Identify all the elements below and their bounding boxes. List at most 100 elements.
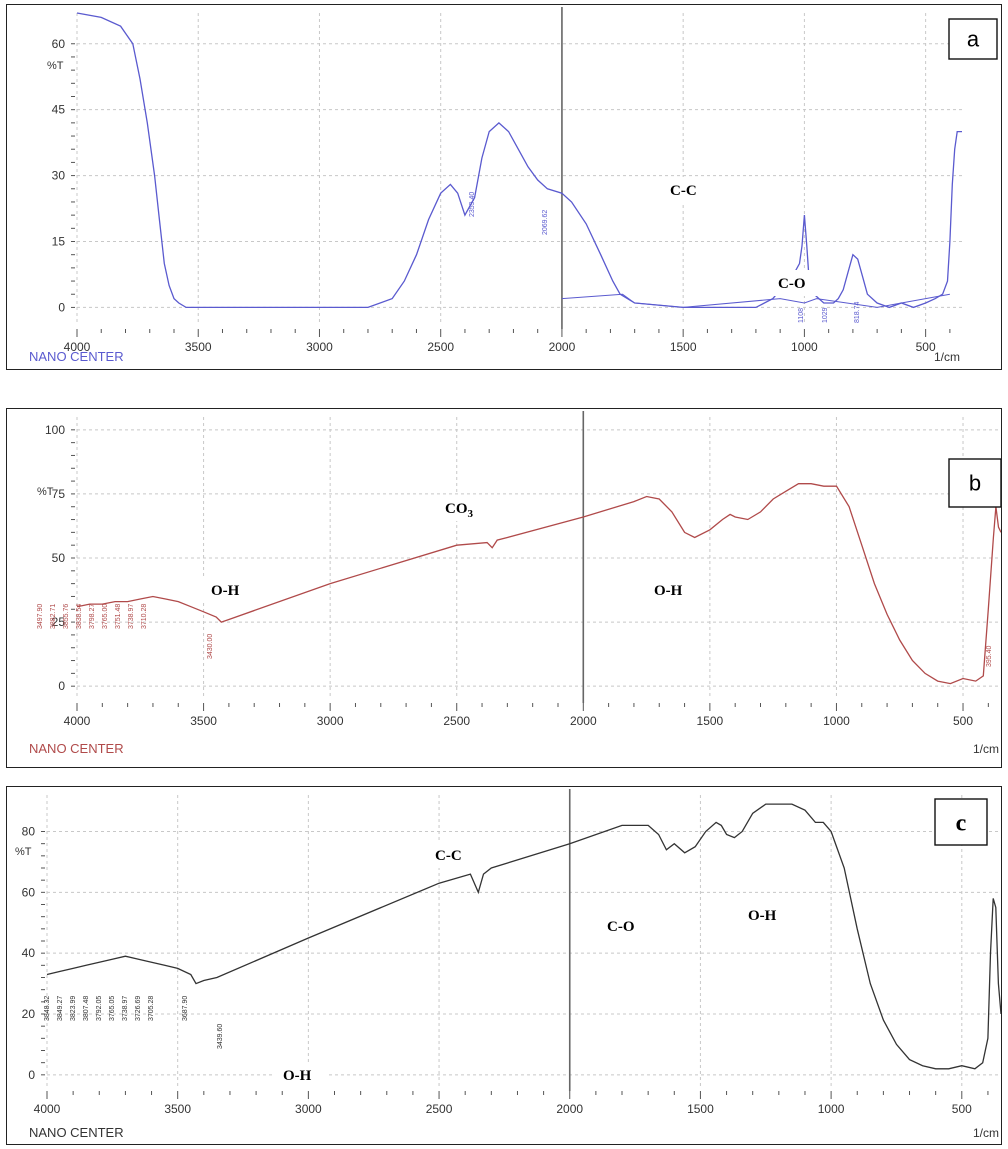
spectrum-line [46, 803, 1001, 1070]
footer-right-label: 1/cm [934, 350, 960, 364]
y-tick-label: 60 [52, 37, 66, 51]
y-tick-label: 40 [22, 946, 36, 960]
tick-labels: 4000 3500 3000 2500 2000 1500 1000 500 0 20 40 60 80 [22, 825, 972, 1117]
peak-label: 3687.90 [182, 996, 189, 1021]
gridlines [76, 417, 1001, 699]
x-tick-label: 4000 [64, 714, 91, 728]
y-tick-label: 20 [22, 1007, 36, 1021]
x-tick-label: 3000 [295, 1102, 322, 1116]
y-axis-label: %T [15, 846, 32, 858]
annotation-bg [599, 913, 650, 939]
panel-letter-box [948, 18, 998, 60]
secondary-trace [561, 293, 950, 308]
peak-label: 3726.69 [135, 996, 142, 1021]
ftir-panel-a: 4000 3500 3000 2500 2000 1500 1000 500 0 15 30 45 60… [6, 4, 1002, 370]
ftir-chart-b: 4000 3500 3000 2500 2000 1500 1000 500 0 25 50 75 10… [29, 411, 1001, 756]
y-tick-label: 15 [52, 235, 66, 249]
annotation-label: C-C [435, 848, 462, 864]
y-tick-label: 100 [45, 423, 65, 437]
peak-label: 3848.32 [44, 996, 51, 1021]
ftir-chart-c: 4000 3500 3000 2500 2000 1500 1000 500 0 20 40 60 80… [15, 789, 1001, 1140]
peak-label: 3765.00 [102, 604, 109, 629]
x-tick-label: 3500 [190, 714, 217, 728]
peak-label: 395.40 [986, 645, 993, 667]
peak-label: 1029 [822, 307, 829, 323]
peak-label: 3738.97 [122, 996, 129, 1021]
peak-label: 3439.60 [217, 1024, 224, 1049]
peak-labels: 2359.40 2069.62 1108 1029 818.74 [469, 192, 861, 323]
annotation-label: O-H [748, 908, 777, 924]
minor-ticks [41, 831, 989, 1099]
panel-letter: a [967, 27, 980, 52]
peak-label: 3738.97 [128, 604, 135, 629]
y-axis-label: %T [47, 60, 64, 72]
annotation-bg [740, 902, 791, 928]
x-tick-label: 3000 [317, 714, 344, 728]
annotation-label: O-H [654, 583, 683, 599]
spectrum-line [76, 12, 962, 309]
peak-label: 818.74 [854, 301, 861, 323]
annotation-label: C-O [778, 276, 806, 292]
annotation-label: O-H [211, 583, 240, 599]
gridlines [76, 13, 962, 325]
y-tick-label: 80 [22, 825, 36, 839]
x-tick-label: 2000 [549, 340, 576, 354]
x-tick-label: 2500 [427, 340, 454, 354]
x-tick-label: 4000 [34, 1102, 61, 1116]
y-tick-label: 30 [52, 169, 66, 183]
footer-left-label: NANO CENTER [29, 1125, 124, 1140]
y-tick-label: 0 [58, 300, 65, 314]
peak-label: 3838.54 [76, 604, 83, 629]
x-tick-label: 1000 [823, 714, 850, 728]
peak-labels: 3848.32 3849.27 3823.99 3807.48 3792.05 3765.… [44, 996, 224, 1049]
annotation-bg [770, 270, 821, 296]
footer-right-label: 1/cm [973, 742, 999, 756]
peak-label: 1108 [798, 308, 805, 323]
x-tick-label: 1000 [791, 340, 818, 354]
annotation-bg [662, 177, 713, 203]
panel-letter: b [969, 471, 981, 496]
annotation-main: CO [445, 501, 468, 517]
ftir-panel-c: 4000 3500 3000 2500 2000 1500 1000 500 0 20 40 60 80… [6, 786, 1002, 1145]
annotation-bg [275, 1062, 326, 1088]
x-tick-label: 2000 [556, 1102, 583, 1116]
peak-label: 3497.90 [37, 604, 44, 629]
minor-ticks [71, 43, 951, 337]
y-tick-label: 0 [58, 679, 65, 693]
peak-label: 3882.71 [50, 604, 57, 629]
x-tick-label: 500 [952, 1102, 972, 1116]
x-tick-label: 2500 [443, 714, 470, 728]
peak-label: 2069.62 [542, 210, 549, 235]
peak-label: 3751.48 [115, 604, 122, 629]
peak-label: 3849.27 [57, 996, 64, 1021]
peak-label: 3855.76 [63, 604, 70, 629]
x-tick-label: 500 [916, 340, 936, 354]
x-tick-label: 3500 [164, 1102, 191, 1116]
y-tick-label: 75 [52, 487, 66, 501]
panel-letter: c [956, 810, 967, 836]
peak-label: 3430.00 [207, 634, 214, 659]
annotation-bg [646, 577, 697, 603]
annotation-bg [427, 842, 478, 868]
x-tick-label: 1000 [818, 1102, 845, 1116]
annotation-bg [203, 577, 254, 603]
y-tick-label: 45 [52, 103, 66, 117]
annotation-label: C-O [607, 919, 635, 935]
peak-label: 3765.05 [109, 996, 116, 1021]
y-tick-label: 25 [52, 615, 66, 629]
footer-right-label: 1/cm [973, 1126, 999, 1140]
y-tick-label: 0 [28, 1068, 35, 1082]
x-tick-label: 1500 [697, 714, 724, 728]
ftir-panel-b: 4000 3500 3000 2500 2000 1500 1000 500 0 25 50 75 10… [6, 408, 1002, 768]
annotation-label: C-C [670, 183, 697, 199]
spectrum-line [76, 483, 1001, 685]
annotation-subscript: 3 [468, 508, 474, 520]
x-tick-label: 2500 [426, 1102, 453, 1116]
y-axis-label: %T [37, 486, 54, 498]
annotation-bg [437, 495, 488, 521]
x-tick-label: 2000 [570, 714, 597, 728]
footer-left-label: NANO CENTER [29, 741, 124, 756]
footer-left-label: NANO CENTER [29, 349, 124, 364]
x-tick-label: 1500 [687, 1102, 714, 1116]
minor-ticks [71, 429, 989, 711]
